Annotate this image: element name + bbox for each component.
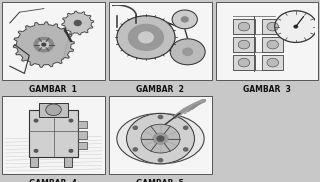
Circle shape <box>69 119 73 122</box>
Bar <box>109 2 212 80</box>
Circle shape <box>238 22 250 31</box>
Ellipse shape <box>117 113 204 164</box>
Circle shape <box>172 10 197 29</box>
Circle shape <box>68 36 69 37</box>
Circle shape <box>267 40 278 49</box>
Bar <box>64 157 72 167</box>
Circle shape <box>158 115 163 119</box>
Circle shape <box>129 24 164 50</box>
Circle shape <box>275 11 317 42</box>
Circle shape <box>34 119 38 122</box>
Bar <box>78 142 87 149</box>
Bar <box>262 55 283 70</box>
Bar <box>233 37 254 52</box>
Text: GAMBAR  1: GAMBAR 1 <box>29 86 77 94</box>
Text: GAMBAR  5: GAMBAR 5 <box>136 179 184 182</box>
Circle shape <box>184 148 188 151</box>
Circle shape <box>183 48 193 55</box>
Circle shape <box>42 43 46 46</box>
Bar <box>233 19 254 34</box>
Circle shape <box>139 32 153 43</box>
Circle shape <box>69 39 71 40</box>
Bar <box>109 96 212 174</box>
Circle shape <box>69 150 73 152</box>
Circle shape <box>133 126 137 129</box>
Circle shape <box>68 37 70 38</box>
Circle shape <box>133 148 137 151</box>
Text: GAMBAR  4: GAMBAR 4 <box>29 179 77 182</box>
Circle shape <box>153 133 168 144</box>
Bar <box>216 2 318 80</box>
Text: GAMBAR  3: GAMBAR 3 <box>243 86 291 94</box>
Circle shape <box>65 31 67 32</box>
Bar <box>262 19 283 34</box>
Circle shape <box>67 34 68 35</box>
Circle shape <box>141 124 180 153</box>
Bar <box>2 2 105 80</box>
Circle shape <box>158 159 163 162</box>
Bar <box>262 37 283 52</box>
Circle shape <box>238 40 250 49</box>
Circle shape <box>267 22 278 31</box>
Circle shape <box>157 136 164 141</box>
Polygon shape <box>13 22 74 67</box>
Circle shape <box>34 150 38 152</box>
Bar <box>39 103 68 117</box>
Circle shape <box>126 113 195 164</box>
Bar <box>29 110 78 157</box>
Bar <box>78 131 87 139</box>
Circle shape <box>184 126 188 129</box>
Circle shape <box>238 58 250 67</box>
Circle shape <box>34 37 53 52</box>
Circle shape <box>64 29 66 30</box>
Bar <box>233 55 254 70</box>
Text: GAMBAR  2: GAMBAR 2 <box>136 86 184 94</box>
Bar <box>2 96 105 174</box>
Circle shape <box>170 39 205 65</box>
Circle shape <box>294 25 298 28</box>
Circle shape <box>74 21 81 25</box>
Circle shape <box>39 41 49 48</box>
Polygon shape <box>62 11 94 35</box>
Bar <box>30 157 38 167</box>
Circle shape <box>267 58 278 67</box>
Circle shape <box>181 17 188 22</box>
Circle shape <box>117 16 175 59</box>
Circle shape <box>66 32 68 33</box>
Circle shape <box>46 104 61 116</box>
Bar <box>78 121 87 128</box>
